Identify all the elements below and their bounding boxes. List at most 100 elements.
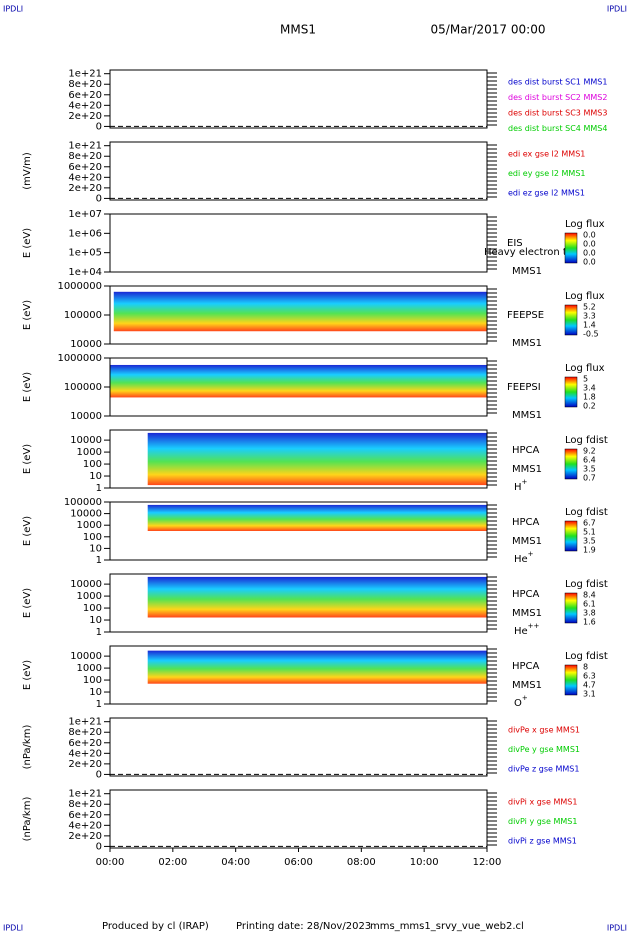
charge: + bbox=[522, 694, 528, 702]
y-tick-label: 100 bbox=[83, 675, 102, 686]
footer-text: Produced by cl (IRAP) bbox=[102, 921, 209, 932]
colorbar-tick-label: 6.4 bbox=[583, 456, 596, 465]
legend-entry: divPi z gse MMS1 bbox=[508, 837, 577, 846]
panel-frame bbox=[109, 141, 488, 201]
colorbar-tick-label: 6.7 bbox=[583, 519, 596, 528]
colorbar bbox=[564, 448, 578, 480]
panel-frame bbox=[109, 213, 488, 273]
x-tick-label: 10:00 bbox=[410, 857, 439, 868]
colorbar-title: Log fdist bbox=[565, 435, 608, 446]
y-tick-label: 6e+20 bbox=[68, 810, 102, 821]
y-tick-label: 1e+06 bbox=[68, 228, 102, 239]
y-tick-label: 2e+20 bbox=[68, 111, 102, 122]
y-tick-label: 100 bbox=[83, 459, 102, 470]
y-axis-label: (mV/m) bbox=[22, 152, 33, 190]
y-tick-label: 1e+21 bbox=[68, 69, 102, 80]
y-axis-label: E (eV) bbox=[22, 300, 33, 330]
spacecraft-label: MMS1 bbox=[512, 464, 542, 475]
y-tick-label: 1e+21 bbox=[68, 141, 102, 152]
instrument-label: FEEPSE bbox=[507, 310, 544, 321]
x-tick-label: 08:00 bbox=[347, 857, 376, 868]
colorbar-tick-label: 4.7 bbox=[583, 681, 596, 690]
panel-frame bbox=[109, 501, 488, 561]
species: He bbox=[514, 626, 528, 637]
species: H bbox=[514, 482, 522, 493]
y-tick-label: 6e+20 bbox=[68, 738, 102, 749]
instrument-label: HPCA bbox=[512, 445, 540, 456]
spacecraft-label: MMS1 bbox=[512, 410, 542, 421]
colorbar-tick-label: 3.8 bbox=[583, 609, 596, 618]
legend-entry: des dist burst SC3 MMS3 bbox=[508, 109, 607, 118]
colorbar bbox=[564, 520, 578, 552]
panel-frame bbox=[109, 717, 488, 777]
date: 05/Mar/2017 00:00 bbox=[431, 23, 546, 37]
spacecraft-label: MMS1 bbox=[512, 338, 542, 349]
x-tick-label: 06:00 bbox=[284, 857, 313, 868]
y-tick-label: 0 bbox=[96, 193, 102, 204]
y-tick-label: 1000000 bbox=[57, 353, 102, 364]
y-tick-label: 0 bbox=[96, 121, 102, 132]
y-tick-label: 8e+20 bbox=[68, 79, 102, 90]
colorbar-title: Log fdist bbox=[565, 651, 608, 662]
y-tick-label: 10000 bbox=[70, 435, 102, 446]
legend-entry: divPi x gse MMS1 bbox=[508, 798, 577, 807]
colorbar bbox=[564, 376, 578, 408]
charge: + bbox=[522, 478, 528, 486]
y-tick-label: 0 bbox=[96, 769, 102, 780]
species-label: He+ bbox=[514, 550, 534, 565]
colorbar-tick-label: 0.0 bbox=[583, 249, 596, 258]
panel-frame bbox=[109, 429, 488, 489]
spectrogram bbox=[147, 432, 487, 486]
legend-entry: divPi y gse MMS1 bbox=[508, 817, 577, 826]
colorbar bbox=[564, 304, 578, 336]
species-label: He++ bbox=[514, 622, 540, 637]
y-tick-label: 10000 bbox=[70, 411, 102, 422]
colorbar-tick-label: 3.5 bbox=[583, 465, 596, 474]
colorbar bbox=[564, 664, 578, 696]
spectrogram bbox=[147, 504, 487, 531]
legend-entry: divPe x gse MMS1 bbox=[508, 726, 580, 735]
legend-entry: des dist burst SC1 MMS1 bbox=[508, 78, 607, 87]
legend-entry: divPe y gse MMS1 bbox=[508, 745, 580, 754]
spacecraft-label: MMS1 bbox=[512, 536, 542, 547]
legend-entry: des dist burst SC2 MMS2 bbox=[508, 93, 607, 102]
y-axis-label: E (eV) bbox=[22, 444, 33, 474]
y-tick-label: 1000 bbox=[77, 447, 102, 458]
colorbar-tick-label: 1.8 bbox=[583, 393, 596, 402]
y-tick-label: 10000 bbox=[70, 579, 102, 590]
colorbar-title: Log flux bbox=[565, 291, 605, 302]
colorbar-tick-label: 1.9 bbox=[583, 546, 596, 555]
y-tick-label: 1e+05 bbox=[68, 248, 102, 259]
legend-entry: edi ez gse l2 MMS1 bbox=[508, 189, 585, 198]
panel-frame bbox=[109, 573, 488, 633]
instrument-label: HPCA bbox=[512, 589, 540, 600]
y-tick-label: 2e+20 bbox=[68, 831, 102, 842]
y-tick-label: 1000 bbox=[77, 591, 102, 602]
colorbar-tick-label: 0.2 bbox=[583, 402, 596, 411]
footer-text: mms_mms1_srvy_vue_web2.cl bbox=[370, 921, 524, 932]
instrument-label: EIS bbox=[507, 238, 523, 249]
colorbar-title: Log flux bbox=[565, 219, 605, 230]
y-tick-label: 10 bbox=[89, 615, 102, 626]
y-tick-label: 10000 bbox=[70, 651, 102, 662]
y-tick-label: 10 bbox=[89, 471, 102, 482]
x-tick-label: 04:00 bbox=[221, 857, 250, 868]
y-tick-label: 1e+07 bbox=[68, 209, 102, 220]
colorbar-tick-label: 0.0 bbox=[583, 240, 596, 249]
y-axis-label: E (eV) bbox=[22, 372, 33, 402]
y-tick-label: 8e+20 bbox=[68, 151, 102, 162]
colorbar-title: Log fdist bbox=[565, 507, 608, 518]
colorbar-tick-label: 0.0 bbox=[583, 258, 596, 267]
x-tick-label: 12:00 bbox=[473, 857, 502, 868]
panel-frame bbox=[109, 789, 488, 849]
colorbar-tick-label: 3.1 bbox=[583, 690, 596, 699]
y-tick-label: 100000 bbox=[64, 310, 102, 321]
corner-label: IPDLI bbox=[3, 924, 23, 933]
title: MMS1 bbox=[280, 23, 316, 37]
colorbar-tick-label: 3.3 bbox=[583, 312, 596, 321]
spacecraft-label: MMS1 bbox=[512, 266, 542, 277]
y-tick-label: 1 bbox=[96, 483, 102, 494]
colorbar-tick-label: 8 bbox=[583, 663, 588, 672]
